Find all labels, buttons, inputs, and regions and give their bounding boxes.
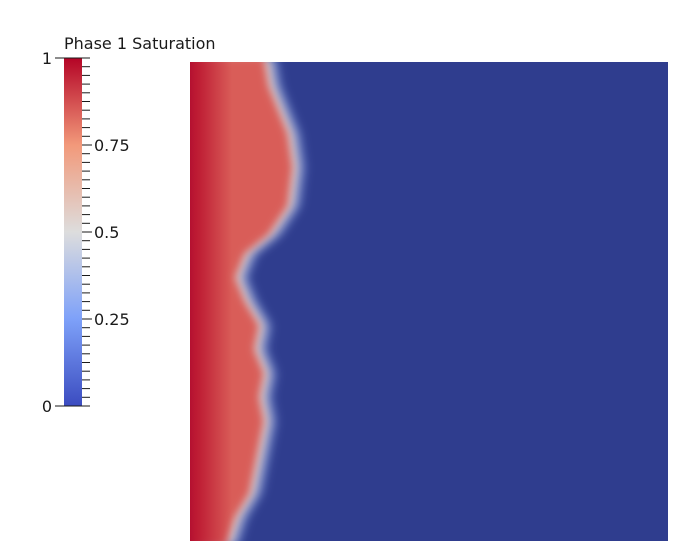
colorbar-minor-ticks [82,57,90,407]
colorbar-tick-label-1: 0.25 [94,310,130,329]
colorbar-tick-label-3: 0.75 [94,136,130,155]
injection-boundary-region [190,62,232,541]
colorbar-gradient [64,58,82,406]
colorbar-tick-label-2: 0.5 [94,223,119,242]
colorbar-major-ticks: 0 0.25 0.5 0.75 1 [42,49,130,416]
colorbar-tick-label-4: 1 [42,49,52,68]
colorbar-title: Phase 1 Saturation [64,34,216,53]
colorbar: 0 0.25 0.5 0.75 1 [42,49,130,416]
colorbar-tick-label-0: 0 [42,397,52,416]
saturation-field [190,62,668,541]
